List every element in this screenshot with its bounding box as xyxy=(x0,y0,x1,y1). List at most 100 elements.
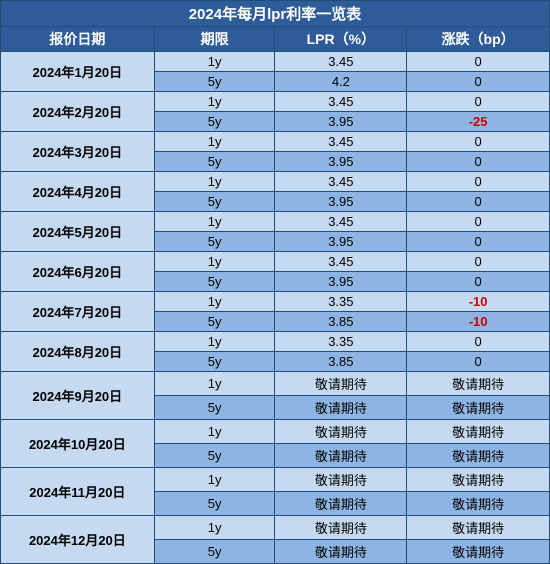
term-cell: 1y xyxy=(154,372,275,396)
lpr-cell: 敬请期待 xyxy=(275,372,407,396)
lpr-cell: 敬请期待 xyxy=(275,516,407,540)
change-cell: -25 xyxy=(407,112,550,132)
change-cell: -10 xyxy=(407,312,550,332)
date-cell: 2024年9月20日 xyxy=(1,372,155,420)
table-row: 2024年7月20日1y3.35-10 xyxy=(1,292,550,312)
term-cell: 1y xyxy=(154,212,275,232)
table-row: 2024年5月20日1y3.450 xyxy=(1,212,550,232)
lpr-cell: 3.95 xyxy=(275,272,407,292)
change-cell: 0 xyxy=(407,252,550,272)
change-cell: 敬请期待 xyxy=(407,516,550,540)
change-cell: 敬请期待 xyxy=(407,540,550,564)
term-cell: 1y xyxy=(154,52,275,72)
change-cell: 0 xyxy=(407,52,550,72)
term-cell: 5y xyxy=(154,540,275,564)
lpr-cell: 3.35 xyxy=(275,292,407,312)
change-cell: 0 xyxy=(407,92,550,112)
date-cell: 2024年3月20日 xyxy=(1,132,155,172)
lpr-cell: 3.45 xyxy=(275,132,407,152)
term-cell: 5y xyxy=(154,152,275,172)
term-cell: 5y xyxy=(154,444,275,468)
date-cell: 2024年4月20日 xyxy=(1,172,155,212)
lpr-cell: 3.45 xyxy=(275,172,407,192)
header-row: 报价日期 期限 LPR（%） 涨跌（bp） xyxy=(1,27,550,52)
lpr-cell: 3.35 xyxy=(275,332,407,352)
lpr-cell: 敬请期待 xyxy=(275,492,407,516)
lpr-cell: 3.85 xyxy=(275,352,407,372)
col-header-lpr: LPR（%） xyxy=(275,27,407,52)
change-cell: 0 xyxy=(407,172,550,192)
change-cell: 敬请期待 xyxy=(407,444,550,468)
change-cell: 0 xyxy=(407,132,550,152)
table-row: 2024年2月20日1y3.450 xyxy=(1,92,550,112)
lpr-cell: 3.45 xyxy=(275,92,407,112)
lpr-cell: 3.95 xyxy=(275,232,407,252)
table-row: 2024年8月20日1y3.350 xyxy=(1,332,550,352)
change-cell: 0 xyxy=(407,352,550,372)
table-row: 2024年1月20日1y3.450 xyxy=(1,52,550,72)
table-row: 2024年10月20日1y敬请期待敬请期待 xyxy=(1,420,550,444)
change-cell: 0 xyxy=(407,232,550,252)
col-header-change: 涨跌（bp） xyxy=(407,27,550,52)
term-cell: 1y xyxy=(154,292,275,312)
change-cell: 敬请期待 xyxy=(407,420,550,444)
lpr-cell: 3.85 xyxy=(275,312,407,332)
term-cell: 1y xyxy=(154,132,275,152)
lpr-cell: 3.45 xyxy=(275,212,407,232)
lpr-cell: 3.95 xyxy=(275,152,407,172)
lpr-cell: 3.95 xyxy=(275,112,407,132)
table-body: 2024年1月20日1y3.4505y4.202024年2月20日1y3.450… xyxy=(1,52,550,564)
change-cell: 敬请期待 xyxy=(407,492,550,516)
change-cell: 0 xyxy=(407,72,550,92)
term-cell: 5y xyxy=(154,396,275,420)
term-cell: 5y xyxy=(154,72,275,92)
term-cell: 5y xyxy=(154,232,275,252)
term-cell: 5y xyxy=(154,192,275,212)
table-row: 2024年12月20日1y敬请期待敬请期待 xyxy=(1,516,550,540)
date-cell: 2024年11月20日 xyxy=(1,468,155,516)
term-cell: 1y xyxy=(154,468,275,492)
term-cell: 1y xyxy=(154,516,275,540)
change-cell: 0 xyxy=(407,192,550,212)
col-header-term: 期限 xyxy=(154,27,275,52)
date-cell: 2024年8月20日 xyxy=(1,332,155,372)
term-cell: 1y xyxy=(154,252,275,272)
term-cell: 5y xyxy=(154,492,275,516)
lpr-table: 2024年每月lpr利率一览表 报价日期 期限 LPR（%） 涨跌（bp） 20… xyxy=(0,0,550,564)
date-cell: 2024年7月20日 xyxy=(1,292,155,332)
lpr-cell: 敬请期待 xyxy=(275,540,407,564)
date-cell: 2024年12月20日 xyxy=(1,516,155,564)
table-row: 2024年9月20日1y敬请期待敬请期待 xyxy=(1,372,550,396)
term-cell: 1y xyxy=(154,92,275,112)
lpr-cell: 敬请期待 xyxy=(275,468,407,492)
term-cell: 5y xyxy=(154,352,275,372)
term-cell: 1y xyxy=(154,420,275,444)
term-cell: 5y xyxy=(154,312,275,332)
table-row: 2024年3月20日1y3.450 xyxy=(1,132,550,152)
lpr-cell: 3.95 xyxy=(275,192,407,212)
change-cell: 0 xyxy=(407,272,550,292)
change-cell: 0 xyxy=(407,332,550,352)
lpr-cell: 敬请期待 xyxy=(275,396,407,420)
table-row: 2024年11月20日1y敬请期待敬请期待 xyxy=(1,468,550,492)
lpr-cell: 敬请期待 xyxy=(275,444,407,468)
change-cell: -10 xyxy=(407,292,550,312)
table-row: 2024年4月20日1y3.450 xyxy=(1,172,550,192)
table-title: 2024年每月lpr利率一览表 xyxy=(1,1,550,27)
change-cell: 敬请期待 xyxy=(407,468,550,492)
change-cell: 0 xyxy=(407,212,550,232)
term-cell: 5y xyxy=(154,112,275,132)
term-cell: 1y xyxy=(154,332,275,352)
term-cell: 5y xyxy=(154,272,275,292)
title-row: 2024年每月lpr利率一览表 xyxy=(1,1,550,27)
lpr-cell: 3.45 xyxy=(275,52,407,72)
date-cell: 2024年6月20日 xyxy=(1,252,155,292)
table-row: 2024年6月20日1y3.450 xyxy=(1,252,550,272)
term-cell: 1y xyxy=(154,172,275,192)
col-header-date: 报价日期 xyxy=(1,27,155,52)
date-cell: 2024年10月20日 xyxy=(1,420,155,468)
lpr-cell: 3.45 xyxy=(275,252,407,272)
date-cell: 2024年5月20日 xyxy=(1,212,155,252)
change-cell: 敬请期待 xyxy=(407,372,550,396)
date-cell: 2024年2月20日 xyxy=(1,92,155,132)
